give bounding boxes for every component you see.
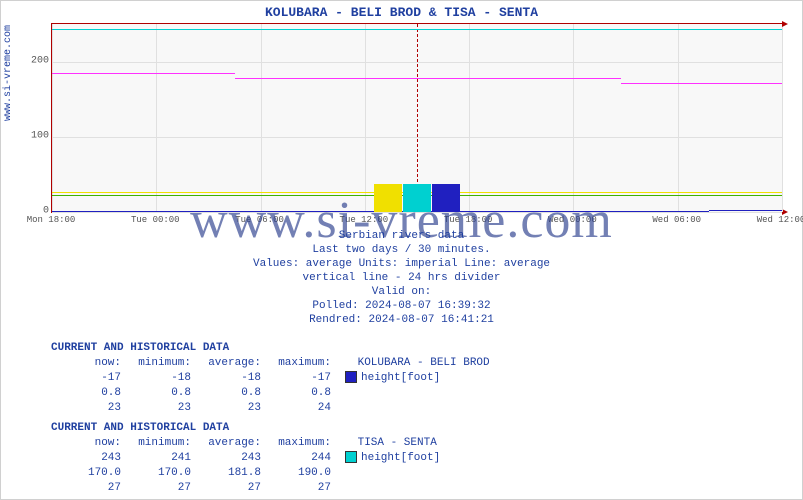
caption-line: Values: average Units: imperial Line: av… [1, 257, 802, 271]
data-cell: 0.8 [121, 386, 191, 401]
col-label: average: [191, 356, 261, 371]
data-cell: 27 [121, 481, 191, 496]
col-label: average: [191, 436, 261, 451]
series-magenta [235, 78, 622, 79]
station-label: KOLUBARA - BELI BROD [351, 357, 490, 369]
col-label: now: [51, 436, 121, 451]
legend-swatch-icon [345, 451, 357, 463]
data-cell: 243 [51, 451, 121, 466]
caption-line: Last two days / 30 minutes. [1, 243, 802, 257]
caption-block: Serbian rivers data Last two days / 30 m… [1, 229, 802, 327]
data-row: -17-18-18-17height[foot] [51, 371, 490, 386]
data-row: 27272727 [51, 481, 440, 496]
series-cyan_top [52, 29, 782, 30]
legend-label: height[foot] [361, 452, 440, 464]
col-label: minimum: [121, 436, 191, 451]
x-tick-label: Tue 12:00 [340, 215, 389, 225]
data-cell: 23 [121, 401, 191, 416]
data-cell: 27 [51, 481, 121, 496]
data-cell: 181.8 [191, 466, 261, 481]
series-magenta [621, 83, 782, 84]
station-label: TISA - SENTA [351, 437, 437, 449]
series-blue_bottom [709, 210, 782, 211]
data-cell: 0.8 [51, 386, 121, 401]
gridline-v [678, 24, 679, 212]
data-cell: 243 [191, 451, 261, 466]
data-cell: 0.8 [261, 386, 331, 401]
data-row: 243241243244height[foot] [51, 451, 440, 466]
data-cell: 0.8 [191, 386, 261, 401]
chart-frame: KOLUBARA - BELI BROD & TISA - SENTA www.… [0, 0, 803, 500]
caption-line: Rendred: 2024-08-07 16:41:21 [1, 313, 802, 327]
gridline-v [156, 24, 157, 212]
plot-area [51, 23, 783, 213]
data-block-columns: now:minimum:average:maximum: TISA - SENT… [51, 436, 440, 451]
gridline-v [469, 24, 470, 212]
x-tick-label: Tue 06:00 [235, 215, 284, 225]
data-cell: -18 [121, 371, 191, 386]
data-block: CURRENT AND HISTORICAL DATAnow:minimum:a… [51, 341, 490, 416]
x-tick-label: Mon 18:00 [27, 215, 76, 225]
caption-line: Polled: 2024-08-07 16:39:32 [1, 299, 802, 313]
gridline-v [782, 24, 783, 212]
gridline-v [261, 24, 262, 212]
caption-line: Valid on: [1, 285, 802, 299]
x-tick-label: Wed 12:00 [757, 215, 803, 225]
data-cell: 170.0 [51, 466, 121, 481]
data-cell: 190.0 [261, 466, 331, 481]
data-cell: 27 [261, 481, 331, 496]
data-row: 23232324 [51, 401, 490, 416]
legend-swatch-icon [345, 371, 357, 383]
gridline-v [573, 24, 574, 212]
col-label: minimum: [121, 356, 191, 371]
data-cell: 23 [51, 401, 121, 416]
data-block: CURRENT AND HISTORICAL DATAnow:minimum:a… [51, 421, 440, 496]
x-tick-label: Wed 00:00 [548, 215, 597, 225]
y-tick-label: 200 [29, 55, 49, 66]
x-tick-label: Tue 00:00 [131, 215, 180, 225]
data-cell: -17 [261, 371, 331, 386]
gridline-v [365, 24, 366, 212]
data-row: 0.80.80.80.8 [51, 386, 490, 401]
data-cell: 170.0 [121, 466, 191, 481]
data-block-header: CURRENT AND HISTORICAL DATA [51, 421, 440, 436]
data-row: 170.0170.0181.8190.0 [51, 466, 440, 481]
col-label: maximum: [261, 436, 331, 451]
col-label: maximum: [261, 356, 331, 371]
data-cell: 23 [191, 401, 261, 416]
caption-line: Serbian rivers data [1, 229, 802, 243]
x-tick-label: Tue 18:00 [444, 215, 493, 225]
data-cell: 241 [121, 451, 191, 466]
data-block-header: CURRENT AND HISTORICAL DATA [51, 341, 490, 356]
data-cell: -17 [51, 371, 121, 386]
y-tick-label: 100 [29, 130, 49, 141]
legend-swatch [432, 184, 460, 212]
data-block-columns: now:minimum:average:maximum: KOLUBARA - … [51, 356, 490, 371]
legend-label: height[foot] [361, 372, 440, 384]
data-cell: 24 [261, 401, 331, 416]
series-magenta [52, 73, 235, 74]
legend-swatch [403, 184, 431, 212]
y-axis-outer-label: www.si-vreme.com [3, 25, 14, 121]
legend-swatch [374, 184, 402, 212]
chart-title: KOLUBARA - BELI BROD & TISA - SENTA [1, 1, 802, 20]
data-cell: 27 [191, 481, 261, 496]
data-cell: 244 [261, 451, 331, 466]
data-cell: -18 [191, 371, 261, 386]
x-tick-label: Wed 06:00 [652, 215, 701, 225]
col-label: now: [51, 356, 121, 371]
caption-line: vertical line - 24 hrs divider [1, 271, 802, 285]
gridline-v [52, 24, 53, 212]
